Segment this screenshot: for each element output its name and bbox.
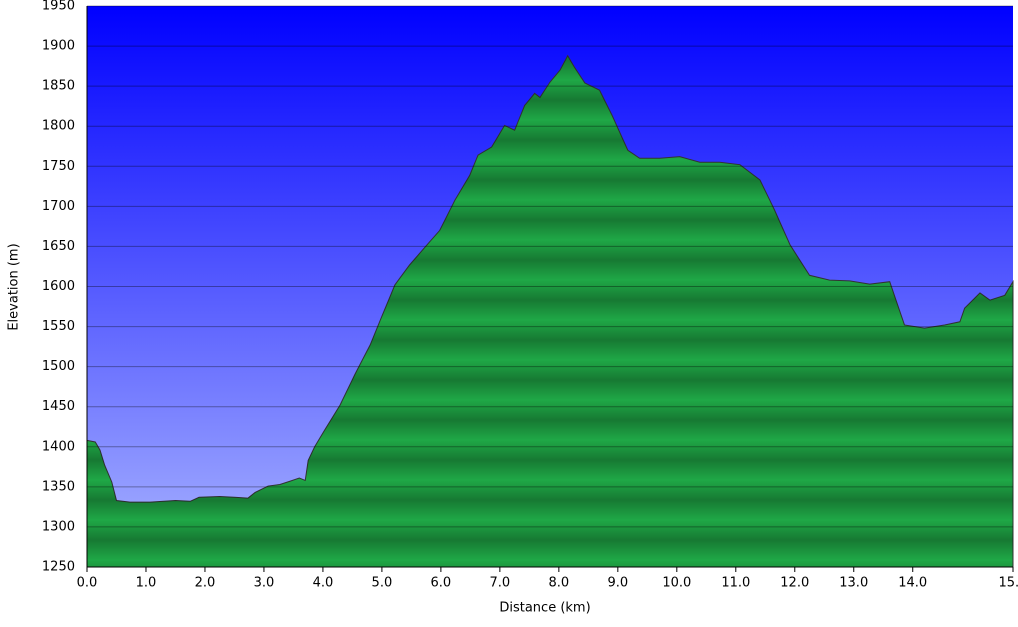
x-axis-label: Distance (km) — [499, 601, 590, 616]
x-tick-label: 10.0 — [662, 576, 691, 591]
x-tick-label: 0.0 — [77, 576, 98, 591]
y-tick-label: 1700 — [42, 199, 75, 214]
x-tick-label: 8.0 — [549, 576, 570, 591]
y-tick-label: 1400 — [42, 439, 75, 454]
x-tick-label: 7.0 — [490, 576, 511, 591]
y-tick-label: 1900 — [42, 39, 75, 54]
y-tick-label: 1550 — [42, 319, 75, 334]
y-tick-label: 1300 — [42, 519, 75, 534]
y-tick-label: 1250 — [42, 560, 75, 575]
x-tick-label: 13.0 — [839, 576, 868, 591]
y-tick-label: 1850 — [42, 79, 75, 94]
x-tick-label: 5.0 — [372, 576, 393, 591]
x-tick-label: 6.0 — [431, 576, 452, 591]
x-tick-label: 14.0 — [898, 576, 927, 591]
x-tick-label: 2.0 — [195, 576, 216, 591]
y-tick-label: 1800 — [42, 119, 75, 134]
y-tick-label: 1350 — [42, 479, 75, 494]
x-tick-label: 4.0 — [313, 576, 334, 591]
y-tick-label: 1750 — [42, 159, 75, 174]
y-axis-label: Elevation (m) — [7, 243, 22, 330]
x-tick-label: 9.0 — [607, 576, 628, 591]
x-tick-label: 1.0 — [136, 576, 157, 591]
y-tick-label: 1650 — [42, 239, 75, 254]
area-shading — [87, 55, 1013, 568]
x-tick-label: 11.0 — [721, 576, 750, 591]
y-tick-label: 1500 — [42, 359, 75, 374]
x-tick-label: 15.7 — [999, 576, 1018, 591]
x-tick-label: 12.0 — [780, 576, 809, 591]
x-tick-label: 3.0 — [254, 576, 275, 591]
y-tick-label: 1950 — [42, 0, 75, 14]
y-tick-label: 1600 — [42, 279, 75, 294]
y-tick-label: 1450 — [42, 399, 75, 414]
